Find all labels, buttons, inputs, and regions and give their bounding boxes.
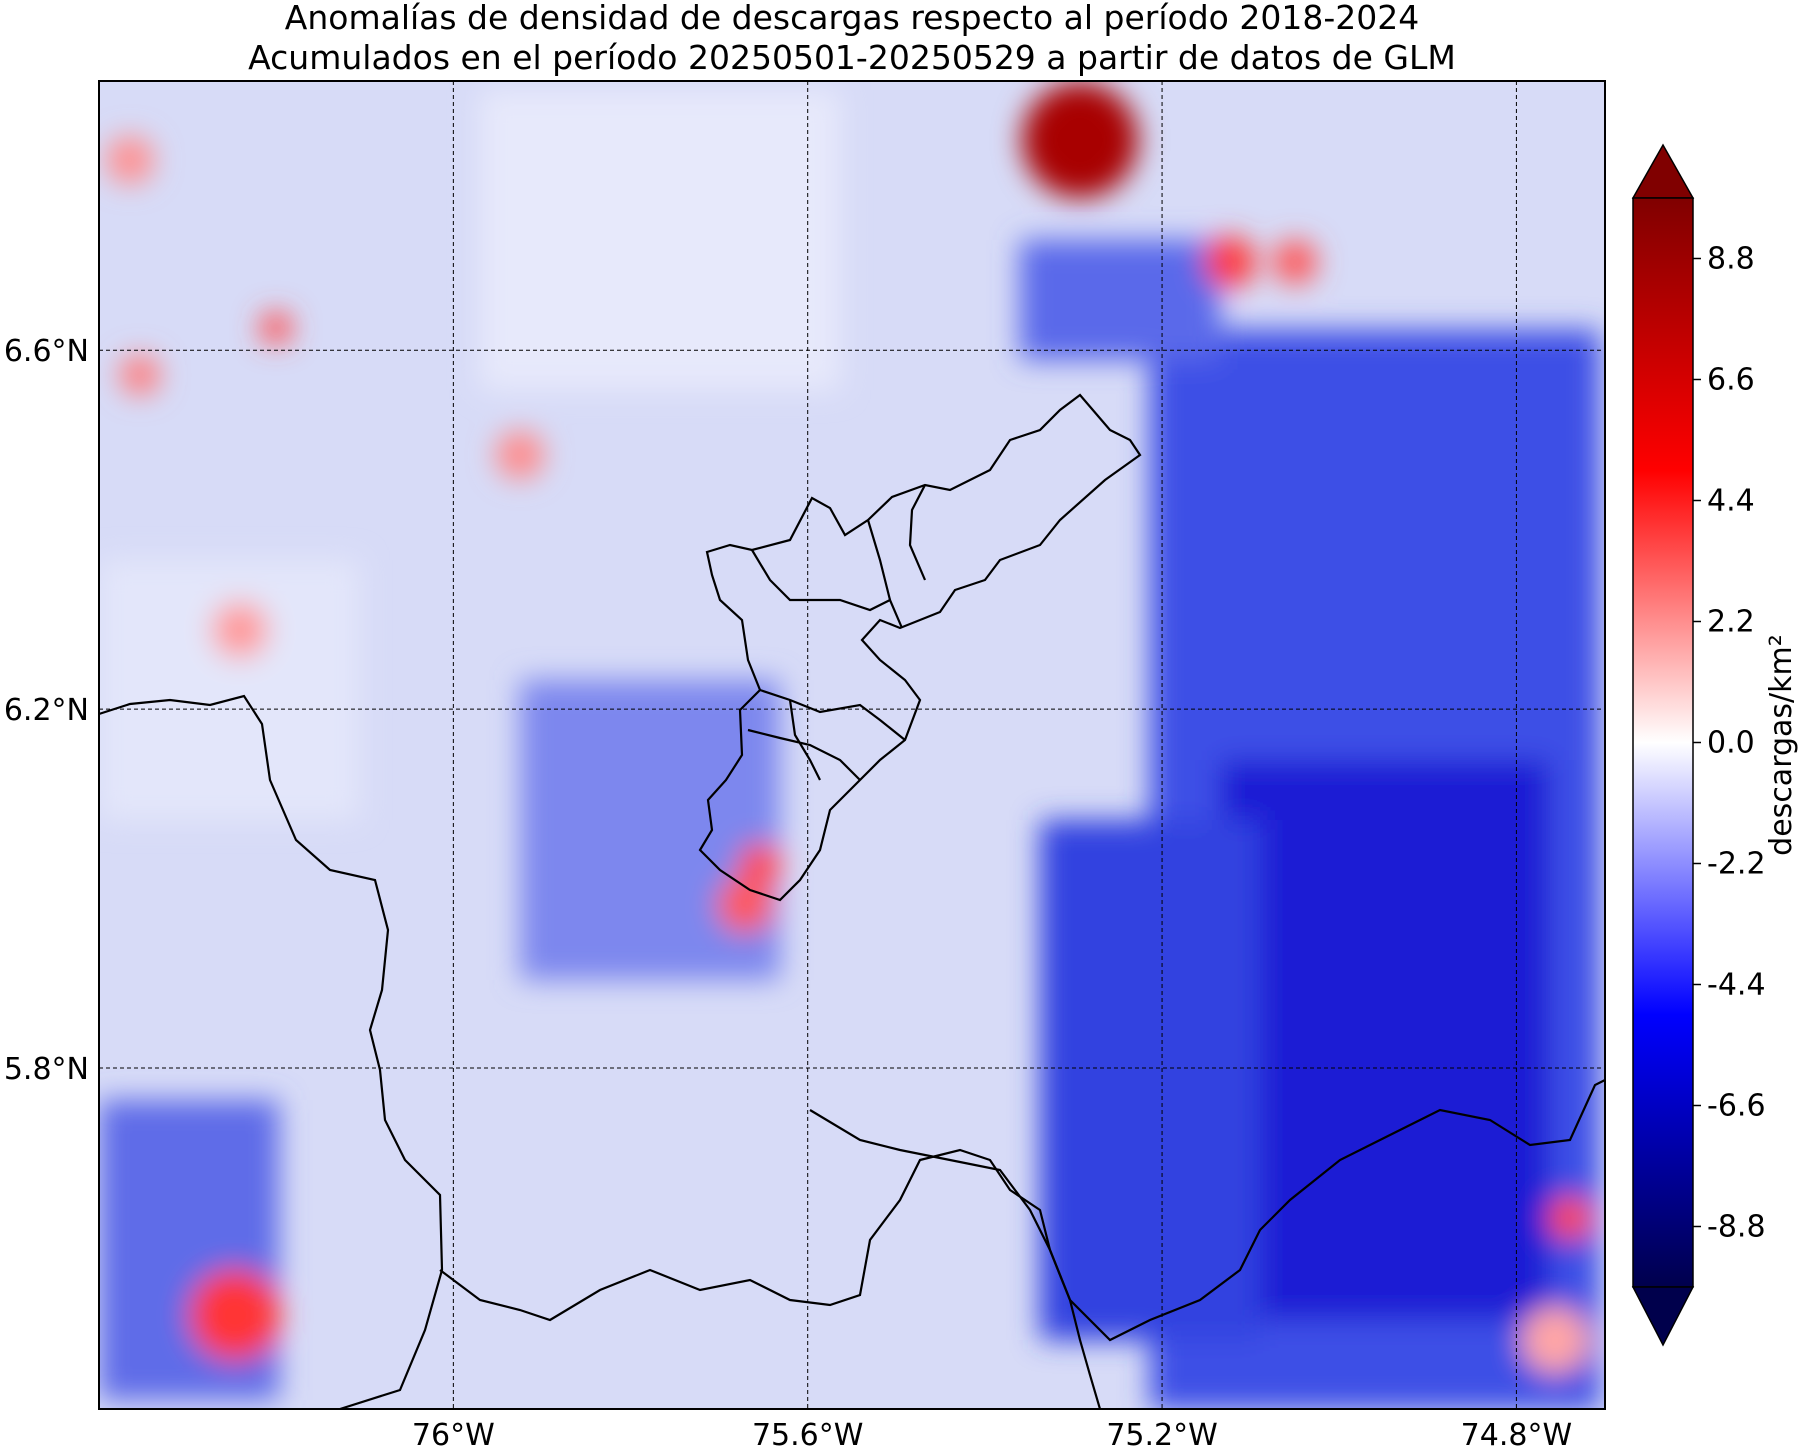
anomaly-positive-south-edge [1521,1306,1589,1374]
metro-area-boundary [698,393,1142,902]
colorbar-tick-label: 6.6 [1707,363,1755,398]
anomaly-positive-far-west [120,355,160,395]
anomaly-positive-center-south [717,877,773,933]
colorbar-tick-label: 8.8 [1707,242,1755,277]
colorbar-body [1632,197,1694,1288]
colorbar-tick-label: -2.2 [1707,847,1766,882]
municipal-boundary-4 [759,688,906,741]
colorbar-lower-extension [1631,1286,1695,1347]
latitude-tick-labels: 6.6°N 6.2°N 5.8°N [4,334,89,1087]
longitude-tick-label: 75.6°W [752,1418,863,1448]
map-panel: 76°W 75.6°W 75.2°W 74.8°W 6.6°N 6.2°N 5.8°N [4,80,1606,1448]
colorbar-label: descargas/km² [1764,634,1799,856]
longitude-tick-label: 74.8°W [1461,1418,1572,1448]
latitude-tick-label: 5.8°N [4,1052,89,1087]
colorbar-tick-label: 2.2 [1707,605,1755,640]
map-title: Anomalías de densidad de descargas respe… [285,0,1419,37]
colorbar-tick-label: -6.6 [1707,1089,1766,1124]
anomaly-region-north-light [480,90,840,390]
anomaly-region-east-mid [1040,820,1260,1340]
anomaly-positive-center-north [496,431,544,479]
anomaly-positive-northeast-2 [1273,240,1317,284]
colorbar: 8.8 6.6 4.4 2.2 0.0 -2.2 -4.4 -6.6 -8.8 descarga… [1631,143,1799,1347]
boundaries [99,393,1605,1409]
longitude-tick-labels: 76°W 75.6°W 75.2°W 74.8°W [412,1418,1572,1448]
department-boundary-west [99,694,444,1409]
latitude-tick-label: 6.6°N [4,334,89,369]
map-subtitle: Acumulados en el período 20250501-202505… [248,38,1456,77]
latitude-tick-label: 6.2°N [4,693,89,728]
anomaly-positive-southwest [189,1269,281,1361]
colorbar-ticks: 8.8 6.6 4.4 2.2 0.0 -2.2 -4.4 -6.6 -8.8 [1693,242,1766,1245]
anomaly-strong-positive-north [1022,82,1138,198]
anomaly-positive-center [738,843,782,887]
anomaly-field [99,82,1600,1409]
department-boundary-east [809,1079,1605,1342]
municipal-boundary-3 [908,484,927,581]
map-frame [98,80,1606,1410]
anomaly-positive-west-mid [212,602,268,658]
anomaly-region-east-core [1220,760,1550,1320]
longitude-tick-label: 75.2°W [1106,1418,1217,1448]
municipal-boundary-2 [866,519,892,601]
anomaly-region-west-light [99,560,359,820]
colorbar-tick-label: 0.0 [1707,726,1755,761]
anomaly-positive-east-edge [1548,1196,1592,1240]
anomaly-positive-west [260,312,292,344]
anomaly-positive-northeast-1 [1204,236,1256,288]
municipal-boundary-6 [788,699,821,781]
municipal-boundary-5 [747,728,861,781]
gridlines [99,81,1605,1409]
colorbar-tick-label: -4.4 [1707,968,1766,1003]
colorbar-upper-extension [1631,143,1695,199]
longitude-tick-label: 76°W [412,1418,495,1448]
anomaly-region-northeast-blue [1020,240,1220,360]
anomaly-positive-north-west [106,136,154,184]
colorbar-tick-label: -8.8 [1707,1210,1766,1245]
colorbar-tick-label: 4.4 [1707,484,1755,519]
